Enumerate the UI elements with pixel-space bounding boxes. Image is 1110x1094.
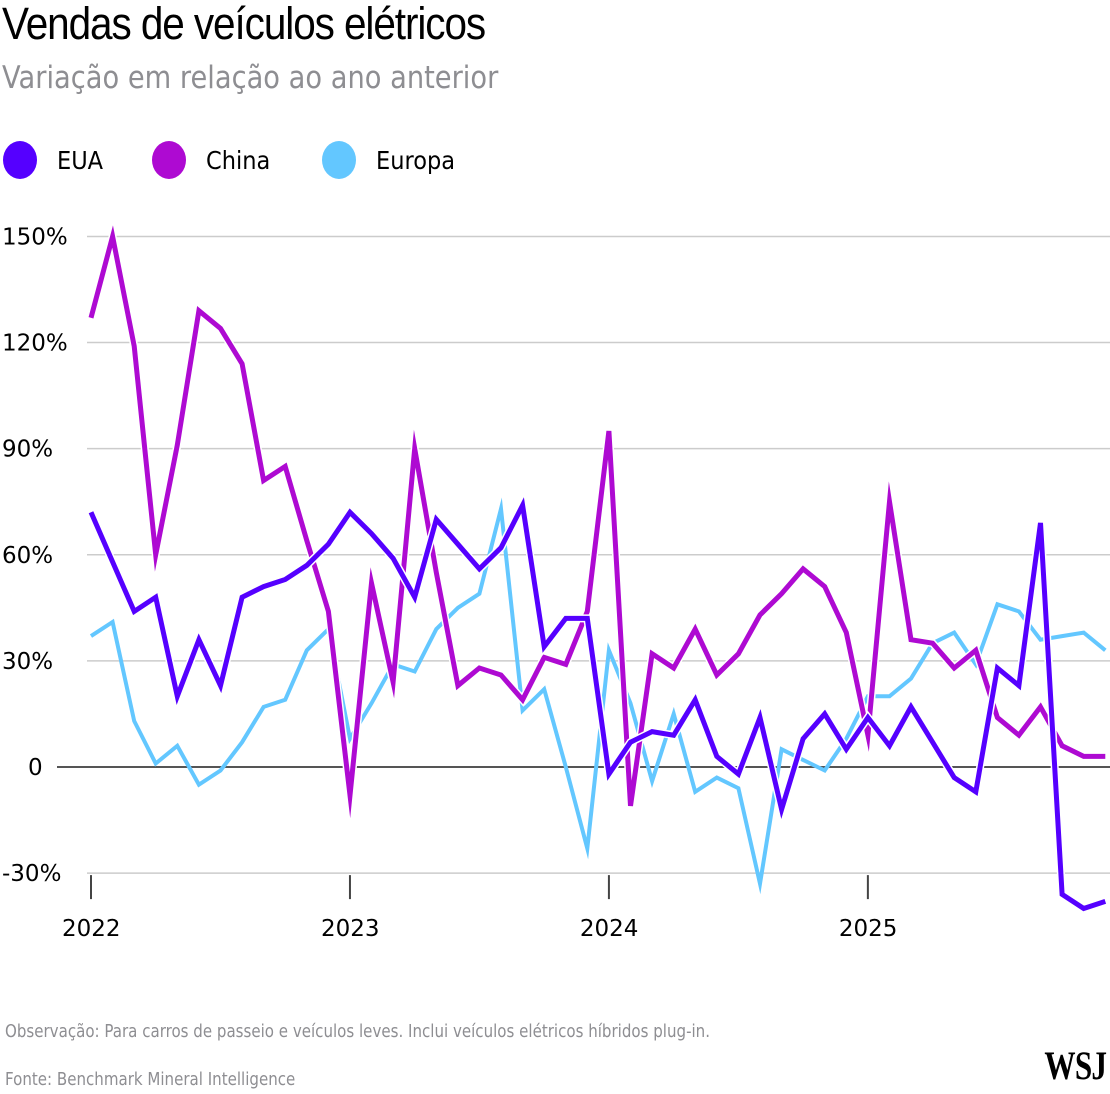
line-chart: 150% 120% 90% 60% 30% 0 -30% 2022 2023 2024 2025 bbox=[2, 218, 1110, 942]
chart-title: Vendas de veículos elétricos bbox=[2, 0, 486, 49]
legend-label-eua: EUA bbox=[57, 145, 104, 175]
legend-item-eua: EUA bbox=[3, 141, 108, 179]
x-tick-label: 2025 bbox=[839, 916, 898, 942]
y-tick-label: 0 bbox=[28, 755, 43, 781]
legend-swatch-china bbox=[152, 141, 187, 179]
x-axis: 2022 2023 2024 2025 bbox=[62, 875, 897, 942]
y-tick-label: -30% bbox=[2, 861, 61, 887]
x-tick-label: 2022 bbox=[62, 916, 121, 942]
y-tick-label: 60% bbox=[2, 543, 53, 569]
y-tick-label: 120% bbox=[2, 331, 68, 357]
legend: EUA China Europa bbox=[3, 140, 507, 180]
y-tick-label: 30% bbox=[2, 649, 53, 675]
series-line-eua bbox=[88, 497, 1107, 912]
legend-label-europa: Europa bbox=[375, 145, 455, 175]
footnote: Observação: Para carros de passeio e veí… bbox=[5, 1022, 710, 1042]
series-lines bbox=[87, 218, 1107, 913]
x-tick-label: 2024 bbox=[580, 916, 639, 942]
y-tick-label: 90% bbox=[2, 437, 53, 463]
y-tick-label: 150% bbox=[2, 224, 68, 250]
chart-subtitle: Variação em relação ao ano anterior bbox=[2, 60, 499, 96]
legend-item-europa: Europa bbox=[321, 141, 464, 179]
legend-item-china: China bbox=[152, 141, 277, 179]
source-note: Fonte: Benchmark Mineral Intelligence bbox=[5, 1070, 296, 1090]
legend-label-china: China bbox=[206, 145, 271, 175]
legend-swatch-eua bbox=[3, 141, 37, 179]
wsj-logo: WSJ bbox=[1044, 1043, 1107, 1088]
x-tick-label: 2023 bbox=[321, 916, 380, 942]
y-axis: 150% 120% 90% 60% 30% 0 -30% bbox=[2, 224, 68, 887]
series-line-china bbox=[88, 225, 1106, 819]
legend-swatch-europa bbox=[321, 141, 356, 179]
